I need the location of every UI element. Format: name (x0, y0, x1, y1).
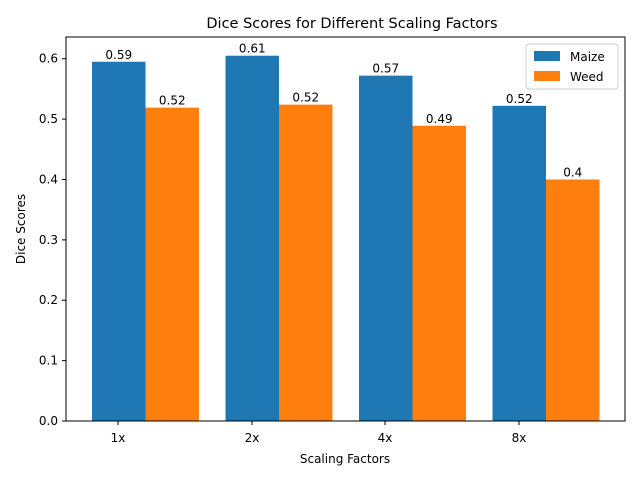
bar-maize-1x (92, 61, 146, 421)
data-label-maize-1x: 0.59 (105, 48, 132, 62)
data-label-weed-1x: 0.52 (159, 94, 186, 108)
x-tick-label: 4x (378, 431, 393, 445)
data-label-maize-2x: 0.61 (239, 42, 266, 56)
data-label-maize-4x: 0.57 (372, 62, 399, 76)
x-tick-label: 8x (512, 431, 527, 445)
data-label-maize-8x: 0.52 (506, 92, 533, 106)
legend: Maize Weed (525, 43, 619, 90)
bar-weed-4x (412, 125, 466, 422)
legend-swatch-weed (534, 71, 560, 81)
y-tick-label: 0.2 (39, 293, 58, 307)
y-tick-label: 0.1 (39, 354, 58, 368)
y-tick-label: 0.5 (39, 112, 58, 126)
legend-swatch-maize (534, 51, 560, 61)
data-label-weed-4x: 0.49 (426, 112, 453, 126)
bar-maize-4x (359, 75, 413, 421)
y-tick-label: 0.6 (39, 52, 58, 66)
y-tick-label: 0.3 (39, 233, 58, 247)
data-label-weed-8x: 0.4 (563, 165, 582, 179)
bars-layer (92, 55, 600, 422)
data-labels-layer: 0.59 0.61 0.57 0.52 0.52 0.52 0.49 0.4 (105, 42, 582, 180)
plot-area-frame (65, 36, 626, 422)
bar-weed-8x (546, 179, 600, 421)
bar-weed-2x (279, 104, 333, 421)
chart-title: Dice Scores for Different Scaling Factor… (206, 16, 497, 32)
x-axis: 1x 2x 4x 8x (111, 421, 527, 445)
legend-label-maize: Maize (570, 50, 605, 64)
y-tick-label: 0.4 (39, 172, 58, 186)
legend-label-weed: Weed (570, 70, 604, 84)
x-tick-label: 2x (245, 431, 260, 445)
bar-maize-2x (225, 55, 279, 421)
y-axis: 0.0 0.1 0.2 0.3 0.4 0.5 0.6 (39, 52, 66, 428)
x-tick-label: 1x (111, 431, 126, 445)
x-axis-label: Scaling Factors (300, 452, 390, 466)
bar-weed-1x (145, 107, 199, 421)
bar-maize-8x (492, 105, 546, 421)
data-label-weed-2x: 0.52 (292, 91, 319, 105)
y-tick-label: 0.0 (39, 414, 58, 428)
y-axis-label: Dice Scores (14, 194, 28, 264)
